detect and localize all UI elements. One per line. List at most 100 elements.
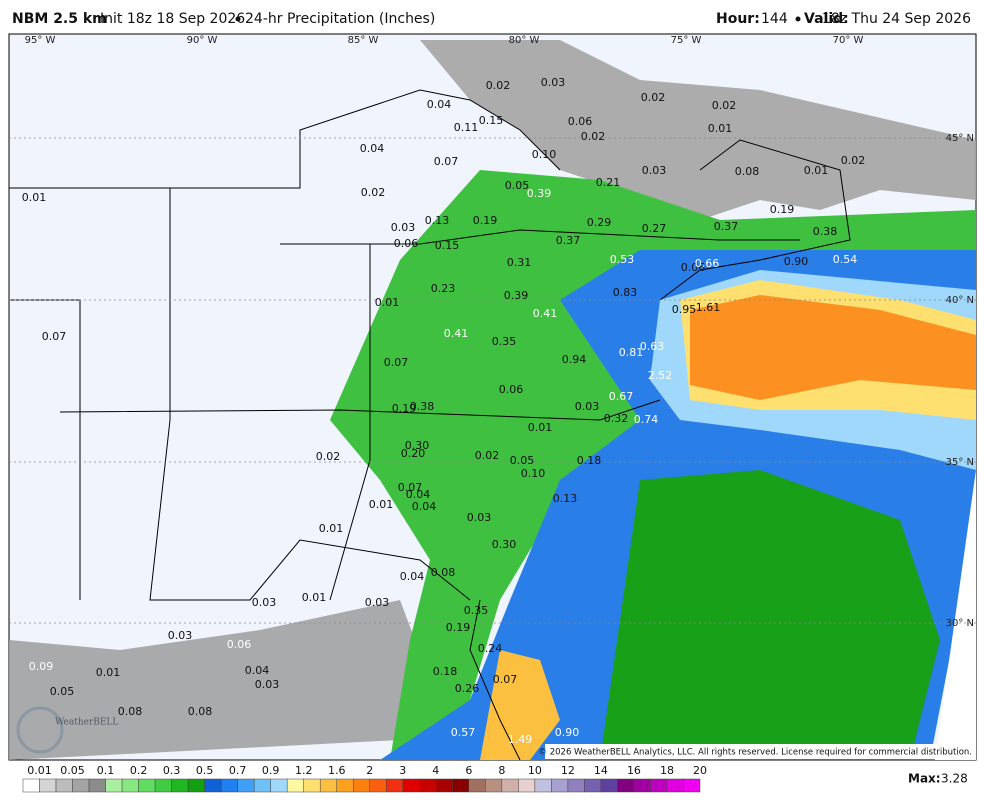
colorbar-label: 2 — [366, 764, 373, 777]
precip-value-label: 0.20 — [401, 447, 426, 460]
precip-value-label: 0.54 — [833, 253, 858, 266]
precip-value-label: 0.04 — [245, 664, 270, 677]
colorbar-swatch — [485, 778, 503, 793]
map-area: WeatherBELL © 2026 WeatherBELL Analytics… — [8, 33, 977, 761]
colorbar-label: 4 — [432, 764, 439, 777]
graticule — [9, 137, 976, 624]
precip-green — [330, 170, 976, 760]
precip-value-label: 0.06 — [499, 383, 524, 396]
precip-value-label: 0.37 — [714, 220, 739, 233]
map-labels: 0.02 0.030.020.020.040.150.11 0.060.020.01… — [22, 76, 866, 746]
precip-value-label: 0.19 — [392, 402, 417, 415]
precip-value-label: 0.38 — [410, 400, 435, 413]
colorbar-label: 0.01 — [27, 764, 52, 777]
logo-text: WeatherBELL — [55, 718, 118, 728]
precip-value-label: 0.07 — [384, 356, 409, 369]
precip-value-label: 0.05 — [50, 685, 75, 698]
hour-value: 144 — [761, 11, 788, 27]
precip-value-label: 0.02 — [841, 154, 866, 167]
precip-value-label: 0.02 — [475, 449, 500, 462]
colorbar-swatch — [270, 778, 288, 793]
precip-value-label: 0.10 — [532, 148, 557, 161]
colorbar-swatch — [88, 778, 106, 793]
precip-value-label: 0.30 — [492, 538, 517, 551]
colorbar-label: 0.9 — [262, 764, 280, 777]
colorbar-swatch — [121, 778, 139, 793]
precip-value-label: 0.10 — [521, 467, 546, 480]
precip-value-label: 0.35 — [492, 335, 517, 348]
colorbar-label: 1.6 — [328, 764, 346, 777]
model-name: NBM 2.5 km — [12, 11, 107, 27]
colorbar-swatch — [534, 778, 552, 793]
precip-value-label: 0.03 — [391, 221, 416, 234]
colorbar-swatch — [419, 778, 437, 793]
precip-value-label: 0.05 — [505, 179, 530, 192]
precip-value-label: 0.04 — [427, 98, 452, 111]
precip-value-label: 1.49 — [508, 733, 533, 746]
colorbar-swatch — [352, 778, 371, 793]
precip-value-label: 0.63 — [640, 340, 665, 353]
colorbar-swatch — [666, 778, 684, 793]
precip-value-label: 0.19 — [473, 214, 498, 227]
precip-value-label: 0.57 — [451, 726, 476, 739]
border-line — [329, 244, 371, 601]
colorbar-swatch — [617, 778, 635, 793]
colorbar-swatch — [72, 778, 90, 793]
colorbar-swatch — [319, 778, 337, 793]
latitude-label: 30° N — [946, 618, 974, 629]
precip-value-label: 0.29 — [587, 216, 612, 229]
precip-value-label: 0.02 — [361, 186, 386, 199]
colorbar-swatch — [39, 778, 57, 793]
colorbar-label: 8 — [498, 764, 505, 777]
precip-value-label: 0.15 — [435, 239, 460, 252]
colorbar-swatch — [286, 778, 304, 793]
precip-value-label: 0.81 — [619, 346, 644, 359]
precip-value-label: 0.30 — [405, 439, 430, 452]
precip-value-label: 0.01 — [96, 666, 121, 679]
precip-value-label: 0.13 — [553, 492, 578, 505]
colorbar-swatch — [171, 778, 189, 793]
precip-value-label: 0.03 — [255, 678, 280, 691]
border-line — [280, 229, 800, 245]
precip-value-label: 0.39 — [504, 289, 529, 302]
precip-value-label: 0.07 — [434, 155, 459, 168]
colorbar-swatch — [303, 778, 321, 793]
precip-orange — [690, 295, 976, 400]
precip-grey — [9, 600, 430, 760]
colorbar-label: 0.7 — [229, 764, 247, 777]
valid-value: 18z Thu 24 Sep 2026 — [822, 11, 971, 27]
precip-value-label: 0.01 — [708, 122, 733, 135]
precip-value-label: 0.04 — [400, 570, 425, 583]
precip-value-label: 0.04 — [412, 500, 437, 513]
precip-value-label: 0.09 — [29, 660, 54, 673]
precip-value-label: 0.06 — [227, 638, 252, 651]
hour-label: Hour: — [716, 11, 760, 27]
precip-value-label: 0.39 — [527, 187, 552, 200]
precip-value-label: 0.04 — [406, 488, 431, 501]
colorbar-swatch — [402, 778, 420, 793]
border-line — [659, 139, 851, 301]
precip-value-label: 0.03 — [168, 629, 193, 642]
colorbar-swatch — [567, 778, 585, 793]
colorbar-swatch — [55, 778, 73, 793]
longitude-label: 95° W — [25, 35, 56, 46]
precip-value-label: 0.24 — [478, 642, 503, 655]
precip-value-label: 0.04 — [360, 142, 385, 155]
colorbar-swatch — [187, 778, 205, 793]
longitude-label: 80° W — [509, 35, 540, 46]
colorbar-label: 18 — [660, 764, 674, 777]
precip-value-label: 0.02 — [581, 130, 606, 143]
separator-dot — [795, 16, 801, 22]
colorbar-label: 14 — [594, 764, 608, 777]
colorbar: 0.01 0.05 0.1 0.2 0.3 0.5 0.7 0.9 1.2 1.6 2 3 4 6 8 10 1… — [22, 764, 707, 793]
precip-value-label: 0.83 — [613, 286, 638, 299]
colorbar-swatch — [683, 778, 701, 793]
colorbar-swatch — [369, 778, 387, 793]
precip-value-label: 0.66 — [695, 257, 720, 270]
precip-value-label: 0.35 — [464, 604, 489, 617]
precip-value-label: 0.23 — [431, 282, 456, 295]
precip-value-label: 0.02 — [641, 91, 666, 104]
precip-value-label: 0.02 — [316, 450, 341, 463]
colorbar-swatch — [336, 778, 354, 793]
